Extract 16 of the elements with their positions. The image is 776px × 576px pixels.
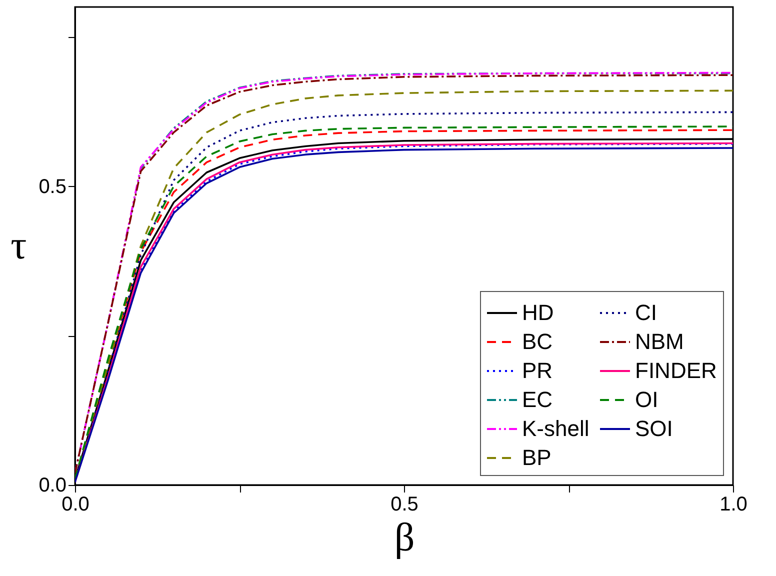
legend-label: CI [635,300,657,325]
legend-label: BC [522,329,553,354]
legend-label: OI [635,387,658,412]
legend-label: SOI [635,416,673,441]
x-tick-label: 1.0 [720,494,748,516]
x-tick-label: 0.5 [390,494,418,516]
legend-label: BP [522,445,552,470]
legend-label: EC [522,387,553,412]
legend-label: K-shell [522,416,590,441]
legend-label: PR [522,358,553,383]
legend-label: NBM [635,329,684,354]
legend-label: HD [522,300,554,325]
legend-label: FINDER [635,358,717,383]
x-tick-label: 0.0 [62,494,90,516]
y-axis-title: τ [10,222,27,268]
x-axis-title: β [394,514,415,560]
